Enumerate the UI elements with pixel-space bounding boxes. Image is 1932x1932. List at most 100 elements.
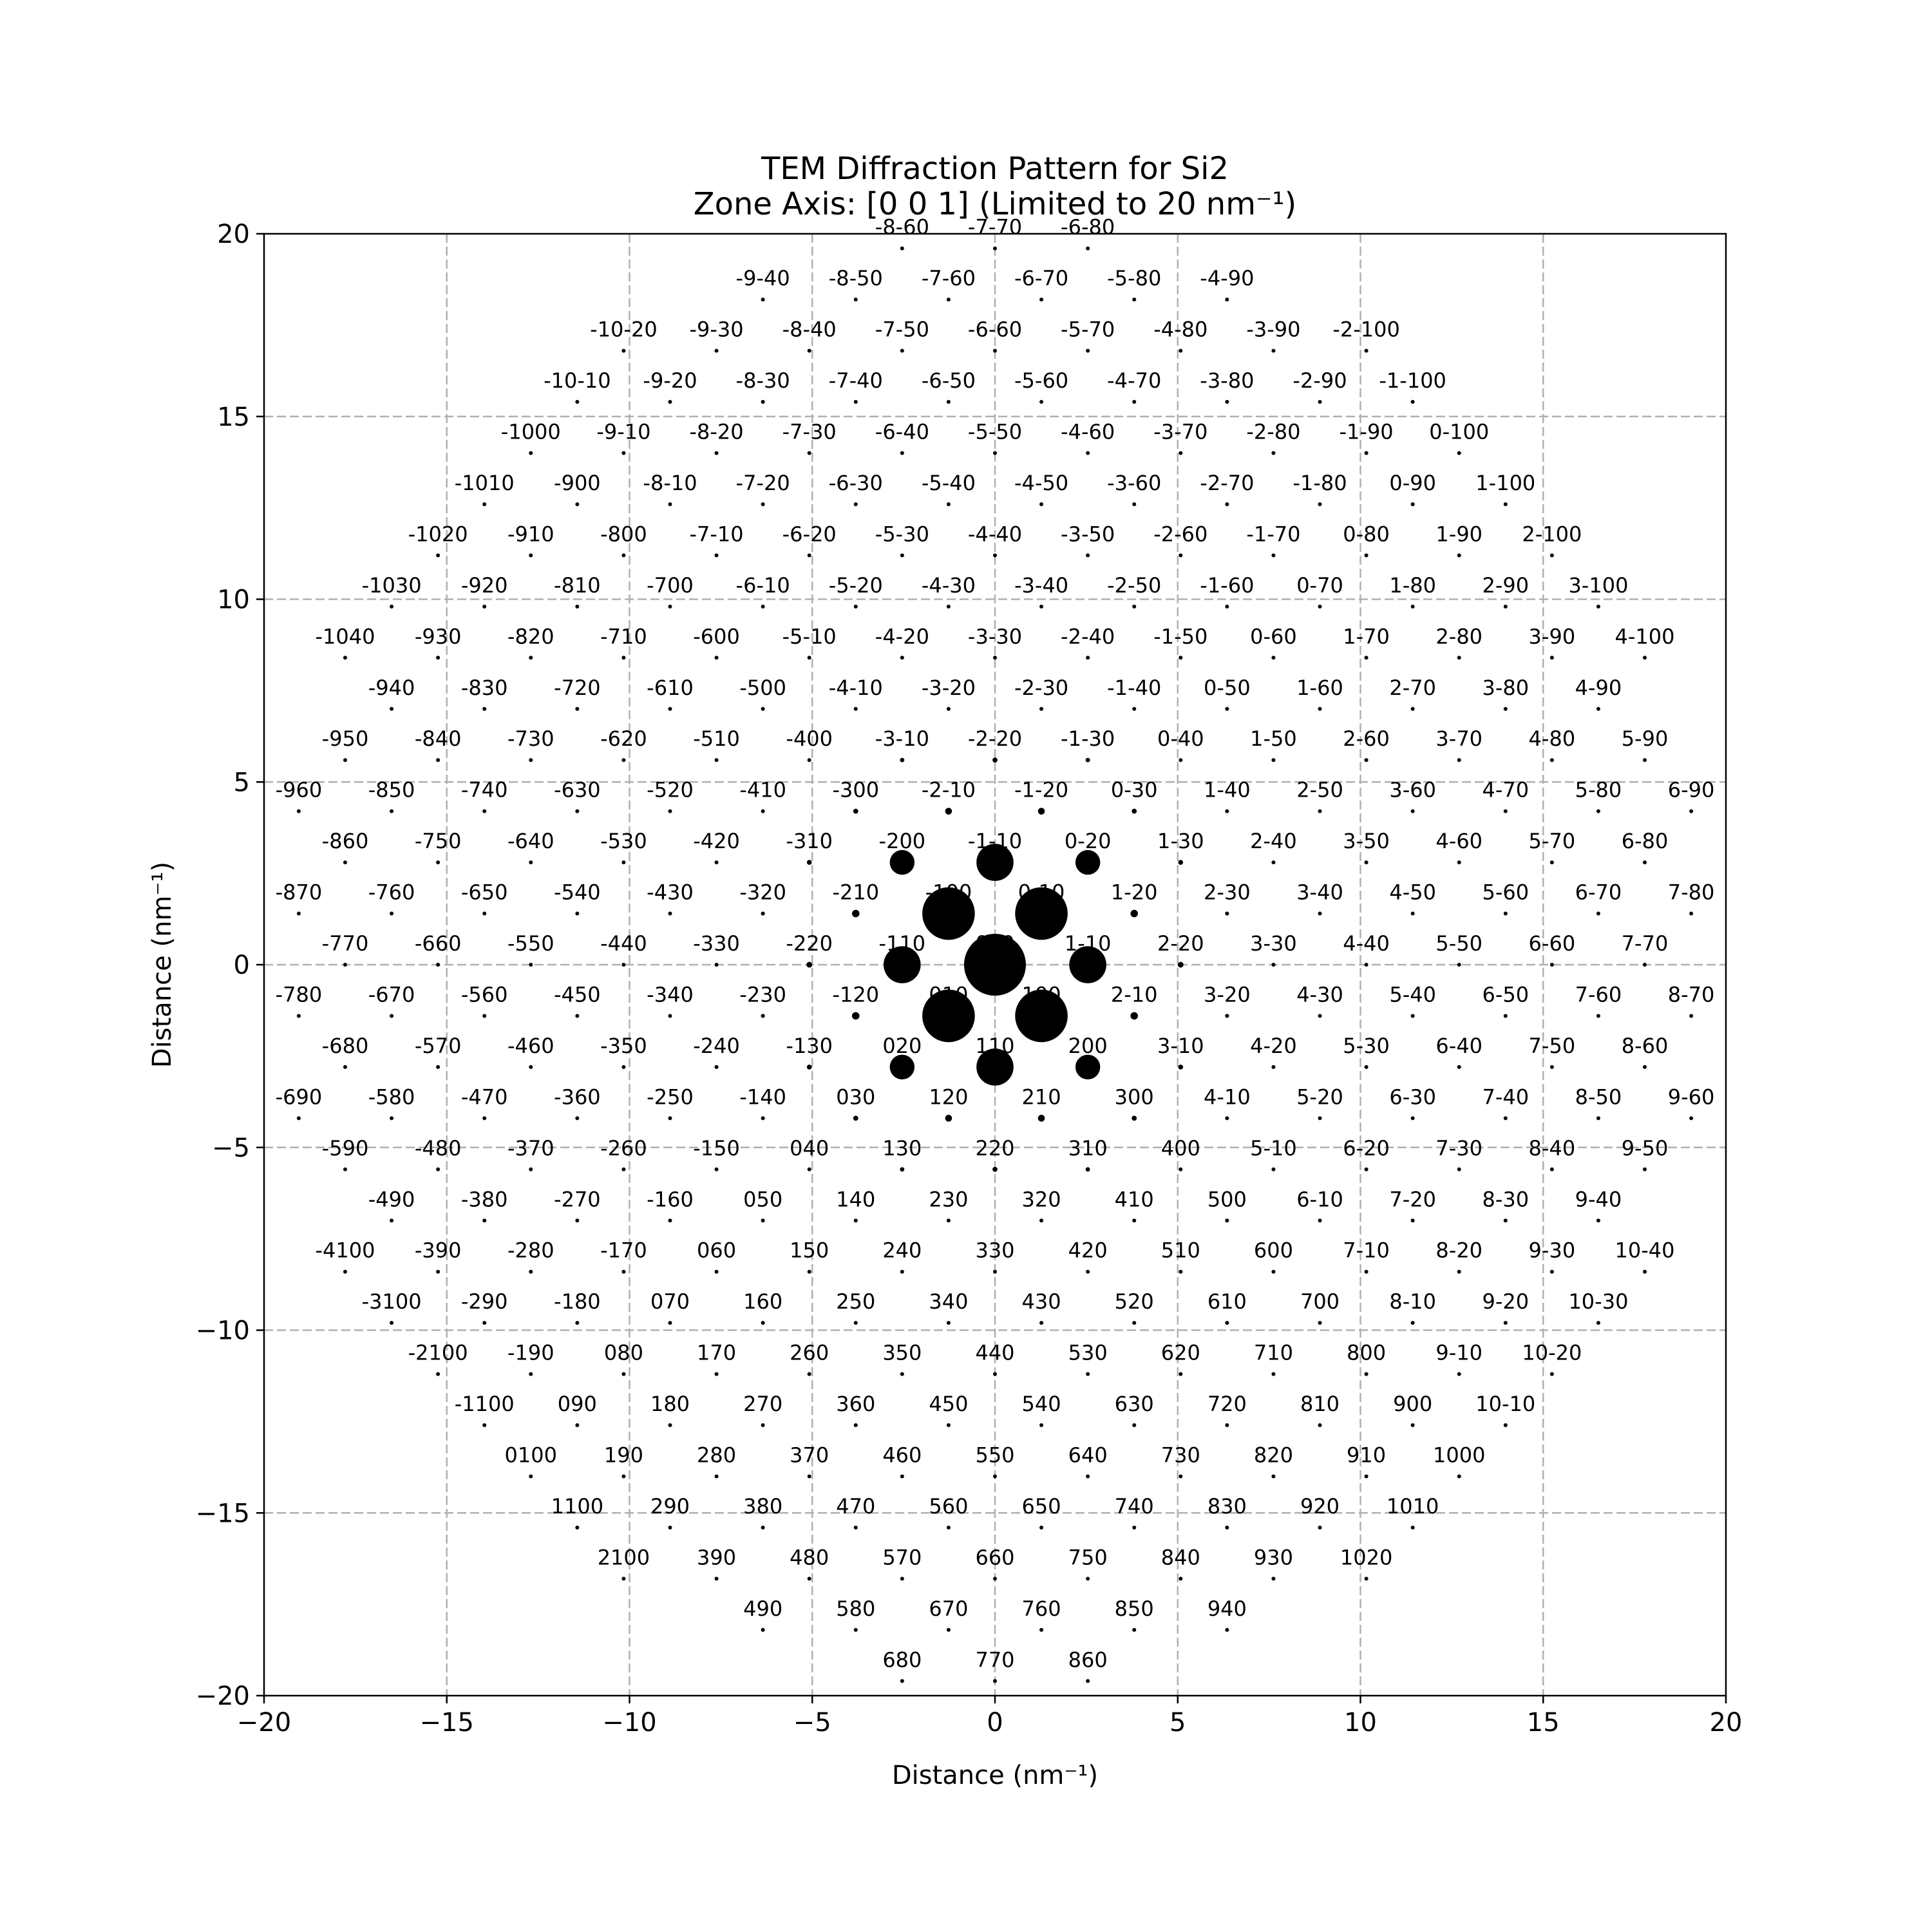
diffraction-spot — [1271, 1065, 1276, 1069]
diffraction-spot — [1596, 1218, 1600, 1223]
diffraction-spot — [1132, 1525, 1137, 1530]
spot-index-label: 1-50 — [1250, 726, 1297, 751]
spot-index-label: 8-40 — [1529, 1136, 1576, 1160]
diffraction-spot — [1039, 1321, 1044, 1325]
spot-index-label: 0-50 — [1204, 676, 1251, 700]
diffraction-spot — [945, 1115, 952, 1122]
diffraction-spot — [807, 656, 811, 660]
spot-index-label: 540 — [1022, 1392, 1061, 1416]
diffraction-spot — [1179, 1167, 1183, 1171]
diffraction-spot — [343, 1065, 347, 1069]
spot-index-label: -9-10 — [596, 420, 650, 444]
spot-index-label: -850 — [368, 778, 415, 802]
spot-index-label: 680 — [882, 1647, 922, 1672]
diffraction-spot — [668, 1116, 672, 1121]
spot-index-label: -320 — [739, 880, 786, 905]
y-tick-label: 15 — [217, 402, 250, 432]
diffraction-spot — [482, 502, 487, 506]
diffraction-spot — [853, 1321, 858, 1325]
spot-index-label: 1-20 — [1111, 880, 1158, 905]
spot-index-label: -720 — [554, 676, 601, 700]
diffraction-spot — [668, 911, 672, 916]
spot-index-label: -940 — [368, 676, 415, 700]
spot-index-label: -550 — [507, 931, 554, 956]
diffraction-spot — [668, 604, 672, 609]
spot-index-label: -160 — [647, 1187, 694, 1211]
diffraction-spot — [851, 1012, 860, 1020]
spot-index-label: 3-70 — [1435, 726, 1482, 751]
diffraction-spot — [1457, 1167, 1461, 1171]
spot-index-label: 580 — [836, 1596, 875, 1621]
spot-index-label: -3-40 — [1014, 573, 1068, 598]
spot-index-label: -1040 — [315, 624, 375, 649]
spot-index-label: -760 — [368, 880, 415, 905]
spot-index-label: 9-60 — [1668, 1084, 1715, 1109]
diffraction-spot — [946, 1627, 951, 1632]
diffraction-spot — [1132, 1218, 1137, 1223]
diffraction-spot — [1364, 553, 1368, 558]
spot-index-label: 10-20 — [1522, 1341, 1582, 1365]
diffraction-spot — [1596, 809, 1600, 813]
diffraction-spot — [575, 1218, 580, 1223]
diffraction-spot — [390, 604, 394, 609]
diffraction-spot — [575, 1116, 580, 1121]
diffraction-spot — [1271, 963, 1276, 967]
diffraction-spot — [900, 1679, 904, 1683]
spot-index-label: -370 — [507, 1136, 554, 1160]
diffraction-spot — [714, 1474, 719, 1479]
diffraction-spot — [390, 1321, 394, 1325]
spot-index-label: -2-10 — [922, 778, 976, 802]
diffraction-spot — [714, 1372, 719, 1376]
diffraction-spot — [668, 400, 672, 404]
diffraction-spot — [529, 451, 533, 455]
spot-index-label: -730 — [507, 726, 554, 751]
spot-index-label: -3-80 — [1200, 368, 1254, 393]
spot-index-label: -7-10 — [689, 522, 743, 546]
diffraction-spot — [806, 860, 812, 865]
diffraction-spot — [1457, 1372, 1461, 1376]
spot-index-label: 5-40 — [1389, 982, 1436, 1007]
y-axis-ticks: −20 −15 −10 −5 0 5 10 15 20 — [196, 220, 264, 1711]
spot-index-label: 770 — [975, 1647, 1014, 1672]
spot-index-label: 440 — [975, 1341, 1014, 1365]
diffraction-spot — [621, 963, 626, 967]
spot-index-label: -4-10 — [829, 676, 883, 700]
spot-index-label: 400 — [1161, 1136, 1200, 1160]
spot-index-label: 080 — [604, 1341, 643, 1365]
spot-index-label: -780 — [276, 982, 323, 1007]
spot-index-label: 3-90 — [1529, 624, 1576, 649]
diffraction-spot — [1075, 1054, 1101, 1080]
spot-index-label: 430 — [1022, 1289, 1061, 1314]
spot-index-label: -960 — [276, 778, 323, 802]
diffraction-spot — [1132, 706, 1137, 711]
spot-index-label: -4100 — [315, 1238, 375, 1263]
x-tick-label: 10 — [1344, 1708, 1377, 1738]
diffraction-spot — [1075, 849, 1101, 875]
spot-index-label: -5-50 — [968, 420, 1022, 444]
diffraction-spot — [761, 1321, 765, 1325]
diffraction-spot — [1132, 808, 1137, 814]
spot-index-label: -950 — [322, 726, 369, 751]
spot-index-label: -270 — [554, 1187, 601, 1211]
diffraction-spot — [1503, 1218, 1508, 1223]
diffraction-spot — [529, 1372, 533, 1376]
diffraction-spot — [668, 1014, 672, 1018]
spot-index-label: 8-10 — [1389, 1289, 1436, 1314]
diffraction-spot — [1271, 348, 1276, 353]
diffraction-spot — [529, 1269, 533, 1274]
spot-index-label: -3-30 — [968, 624, 1022, 649]
spot-index-label: -740 — [461, 778, 508, 802]
spot-index-label: -9-40 — [736, 266, 790, 290]
spot-index-label: 5-90 — [1622, 726, 1669, 751]
diffraction-spot — [1318, 1218, 1322, 1223]
spot-index-label: 570 — [882, 1545, 922, 1569]
diffraction-spot — [1643, 1269, 1647, 1274]
diffraction-spot — [1457, 656, 1461, 660]
diffraction-spot — [1503, 809, 1508, 813]
diffraction-spot — [1132, 1423, 1137, 1428]
diffraction-spot — [1132, 1115, 1137, 1121]
spot-index-label: -930 — [415, 624, 462, 649]
diffraction-spot — [1225, 706, 1229, 711]
spot-index-label: 030 — [836, 1084, 875, 1109]
spot-index-label: 520 — [1115, 1289, 1154, 1314]
